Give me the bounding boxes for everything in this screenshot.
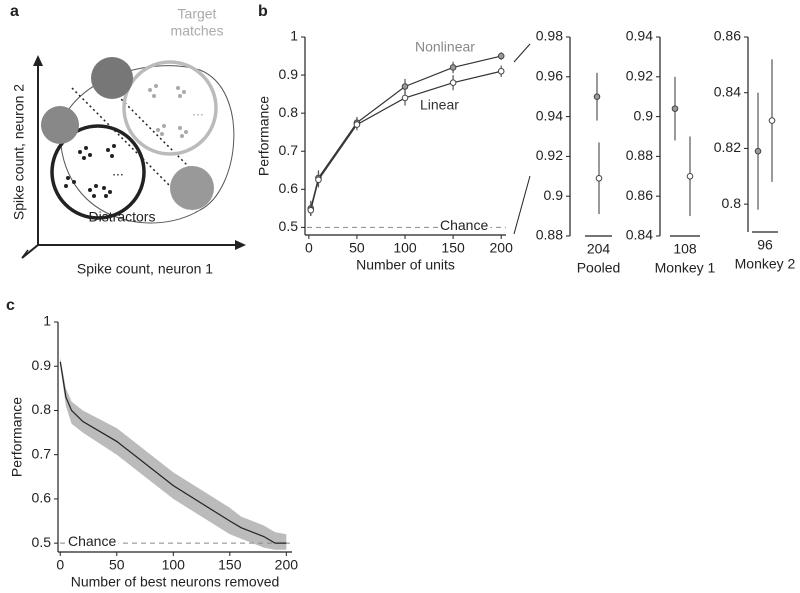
y-tick-label: 0.5 bbox=[32, 534, 52, 550]
category-label: 204 bbox=[587, 241, 611, 257]
marker bbox=[401, 83, 409, 90]
target-label: matches bbox=[171, 23, 224, 39]
diagram bbox=[21, 55, 246, 259]
marker bbox=[449, 79, 457, 86]
y-tick-label: 1 bbox=[43, 313, 51, 329]
y-tick-label: 0.6 bbox=[279, 180, 299, 196]
x-tick-label: 200 bbox=[490, 240, 514, 256]
x-tick-label: 50 bbox=[109, 557, 125, 573]
y-tick-label: 0.84 bbox=[714, 83, 741, 99]
series-line bbox=[59, 361, 287, 544]
x-axis-label: Number of units bbox=[356, 257, 455, 273]
y-tick-label: 0.7 bbox=[32, 445, 52, 461]
x-tick-label: 100 bbox=[162, 557, 186, 573]
series-line bbox=[310, 70, 502, 211]
confidence-band bbox=[60, 357, 287, 550]
target-circle bbox=[122, 60, 218, 156]
y-axis-label: Performance bbox=[256, 96, 272, 176]
x-axis-label: Monkey 1 bbox=[655, 260, 716, 276]
marker bbox=[401, 94, 409, 102]
x-tick-label: 0 bbox=[56, 557, 64, 573]
y-tick-label: 0.92 bbox=[626, 68, 653, 84]
marker bbox=[449, 64, 457, 71]
y-tick-label: 0.6 bbox=[32, 490, 52, 506]
marker bbox=[671, 105, 679, 112]
marker bbox=[595, 174, 603, 182]
distractor-dots bbox=[64, 144, 116, 198]
y-tick-label: 0.84 bbox=[626, 227, 653, 243]
zoom-line bbox=[513, 175, 531, 235]
marker bbox=[497, 67, 505, 75]
y-tick-label: 0.82 bbox=[714, 139, 741, 155]
arrow bbox=[33, 55, 43, 66]
marker bbox=[686, 173, 694, 180]
x-tick-label: 200 bbox=[275, 557, 299, 573]
y-tick-label: 0.8 bbox=[722, 195, 742, 211]
chance-label: Chance bbox=[440, 217, 488, 233]
axis bbox=[21, 244, 39, 259]
x-tick-label: 150 bbox=[441, 240, 465, 256]
y-tick-label: 0.5 bbox=[279, 218, 299, 234]
panel-label: a bbox=[10, 3, 19, 20]
y-tick-label: 0.9 bbox=[32, 357, 52, 373]
y-tick-label: 1 bbox=[290, 28, 298, 44]
marker bbox=[593, 93, 601, 100]
image bbox=[41, 106, 79, 144]
distractor-label: Distractors bbox=[89, 209, 156, 225]
y-tick-label: 0.86 bbox=[626, 187, 653, 203]
y-tick-label: 0.9 bbox=[634, 107, 654, 123]
x-axis-label: Pooled bbox=[577, 260, 621, 276]
y-tick-label: 0.94 bbox=[536, 107, 563, 123]
marker bbox=[497, 52, 505, 60]
x-tick-label: 50 bbox=[349, 240, 365, 256]
marker bbox=[307, 206, 315, 214]
y-tick-label: 0.88 bbox=[626, 147, 653, 163]
y-axis-label: Performance bbox=[9, 397, 25, 477]
category-label: 96 bbox=[757, 237, 773, 253]
zoom-line bbox=[513, 43, 531, 63]
y-tick-label: 0.88 bbox=[536, 227, 563, 243]
y-tick-label: 0.9 bbox=[544, 187, 564, 203]
y-tick-label: 0.7 bbox=[279, 142, 299, 158]
ellipsis: ... bbox=[112, 163, 124, 179]
x-tick-label: 100 bbox=[393, 240, 417, 256]
series-label: Nonlinear bbox=[415, 39, 475, 55]
ellipsis: ... bbox=[192, 103, 204, 119]
image bbox=[170, 166, 214, 210]
y-tick-label: 0.94 bbox=[626, 28, 653, 44]
arrow bbox=[235, 240, 246, 250]
y-axis-label: Spike count, neuron 2 bbox=[11, 84, 27, 220]
arrow bbox=[21, 249, 29, 259]
y-tick-label: 0.96 bbox=[536, 68, 563, 84]
target-label: Target bbox=[178, 6, 217, 22]
x-axis-label: Spike count, neuron 1 bbox=[77, 261, 213, 277]
y-tick-label: 0.86 bbox=[714, 28, 741, 44]
image bbox=[91, 57, 133, 99]
y-tick-label: 0.9 bbox=[279, 66, 299, 82]
panel-label: c bbox=[6, 297, 15, 314]
y-tick-label: 0.8 bbox=[32, 401, 52, 417]
y-tick-label: 0.8 bbox=[279, 104, 299, 120]
marker bbox=[315, 176, 322, 184]
distractor-circle bbox=[50, 124, 146, 220]
series-label: Linear bbox=[420, 97, 459, 113]
x-tick-label: 150 bbox=[218, 557, 242, 573]
y-tick-label: 0.98 bbox=[536, 28, 563, 44]
marker bbox=[768, 117, 776, 124]
y-tick-label: 0.92 bbox=[536, 147, 563, 163]
chance-label: Chance bbox=[68, 533, 116, 549]
x-axis-label: Monkey 2 bbox=[735, 256, 796, 272]
panel-label: b bbox=[258, 3, 268, 20]
marker bbox=[754, 147, 762, 155]
series-line bbox=[310, 55, 502, 209]
category-label: 108 bbox=[673, 241, 697, 257]
marker bbox=[353, 121, 361, 128]
target-dots bbox=[148, 84, 188, 138]
x-axis-label: Number of best neurons removed bbox=[71, 574, 280, 590]
x-tick-label: 0 bbox=[305, 240, 313, 256]
